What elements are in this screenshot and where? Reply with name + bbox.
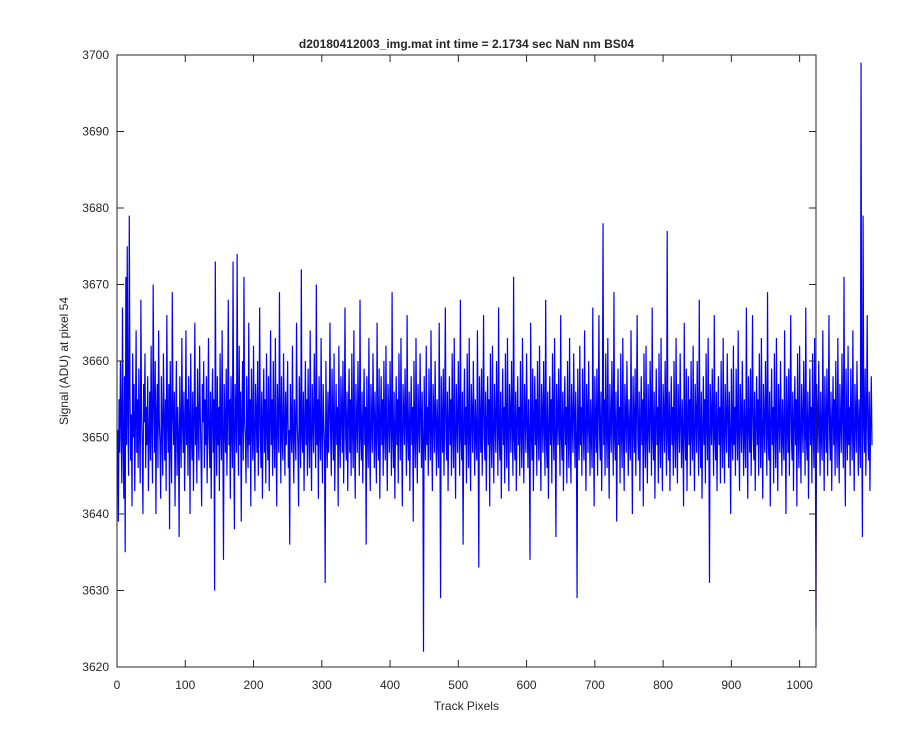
x-tick-label: 900	[721, 678, 741, 692]
y-tick-label: 3650	[82, 431, 109, 445]
x-tick-label: 400	[380, 678, 400, 692]
y-axis-label: Signal (ADU) at pixel 54	[57, 297, 71, 425]
chart-title: d20180412003_img.mat int time = 2.1734 s…	[299, 37, 635, 51]
ticks-layer: 0 100 200 300 400 500 600 700 800 900 1000 3620 3630…	[82, 48, 816, 692]
x-tick-label: 100	[175, 678, 195, 692]
x-tick-label: 200	[244, 678, 264, 692]
y-tick-label: 3640	[82, 507, 109, 521]
x-tick-label: 700	[585, 678, 605, 692]
x-tick-label: 600	[517, 678, 537, 692]
y-tick-label: 3630	[82, 584, 109, 598]
x-axis-label: Track Pixels	[434, 699, 499, 713]
x-tick-label: 500	[448, 678, 468, 692]
x-tick-label: 1000	[786, 678, 813, 692]
y-tick-label: 3620	[82, 660, 109, 674]
y-tick-label: 3690	[82, 125, 109, 139]
series-layer	[117, 62, 873, 652]
x-tick-label: 800	[653, 678, 673, 692]
series-line-0	[117, 62, 873, 652]
x-tick-label: 0	[114, 678, 121, 692]
y-tick-label: 3680	[82, 201, 109, 215]
y-tick-label: 3700	[82, 48, 109, 62]
y-tick-label: 3670	[82, 278, 109, 292]
x-tick-label: 300	[312, 678, 332, 692]
y-tick-label: 3660	[82, 354, 109, 368]
